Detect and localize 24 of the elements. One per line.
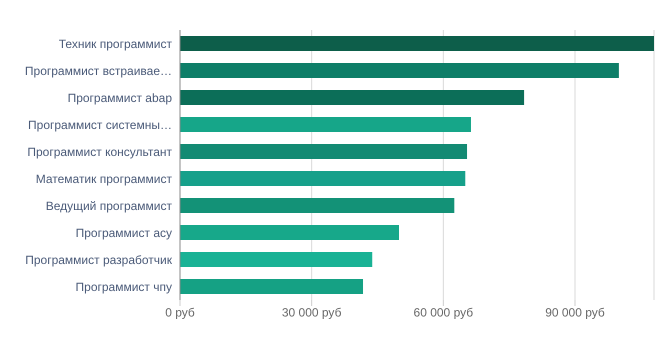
bar (180, 116, 471, 132)
bar (180, 36, 654, 51)
bar (180, 278, 364, 294)
x-tick-label: 90 000 руб (545, 306, 605, 320)
y-tick-label: Программист abap (68, 90, 172, 105)
y-tick-label: Программист встраивае… (24, 64, 172, 78)
bar (180, 62, 619, 78)
y-tick-label: Программист чпу (76, 280, 172, 294)
bar (180, 252, 372, 267)
y-tick-label: Математик программист (36, 172, 172, 186)
bar (180, 170, 466, 186)
bar (180, 198, 454, 213)
x-tick-label: 60 000 руб (414, 306, 474, 320)
y-tick-label: Программист асу (76, 226, 172, 240)
y-tick-label: Программист системны… (28, 118, 172, 132)
y-tick-label: Техник программист (58, 36, 173, 51)
x-tick-label: 30 000 руб (282, 306, 342, 320)
bar (180, 90, 524, 105)
y-tick-label: Программист разработчик (25, 252, 173, 267)
bar (180, 144, 468, 159)
x-tick-label: 0 руб (165, 306, 195, 320)
y-tick-label: Ведущий программист (46, 198, 172, 213)
bar (180, 224, 400, 240)
y-tick-label: Программист консультант (27, 144, 172, 159)
